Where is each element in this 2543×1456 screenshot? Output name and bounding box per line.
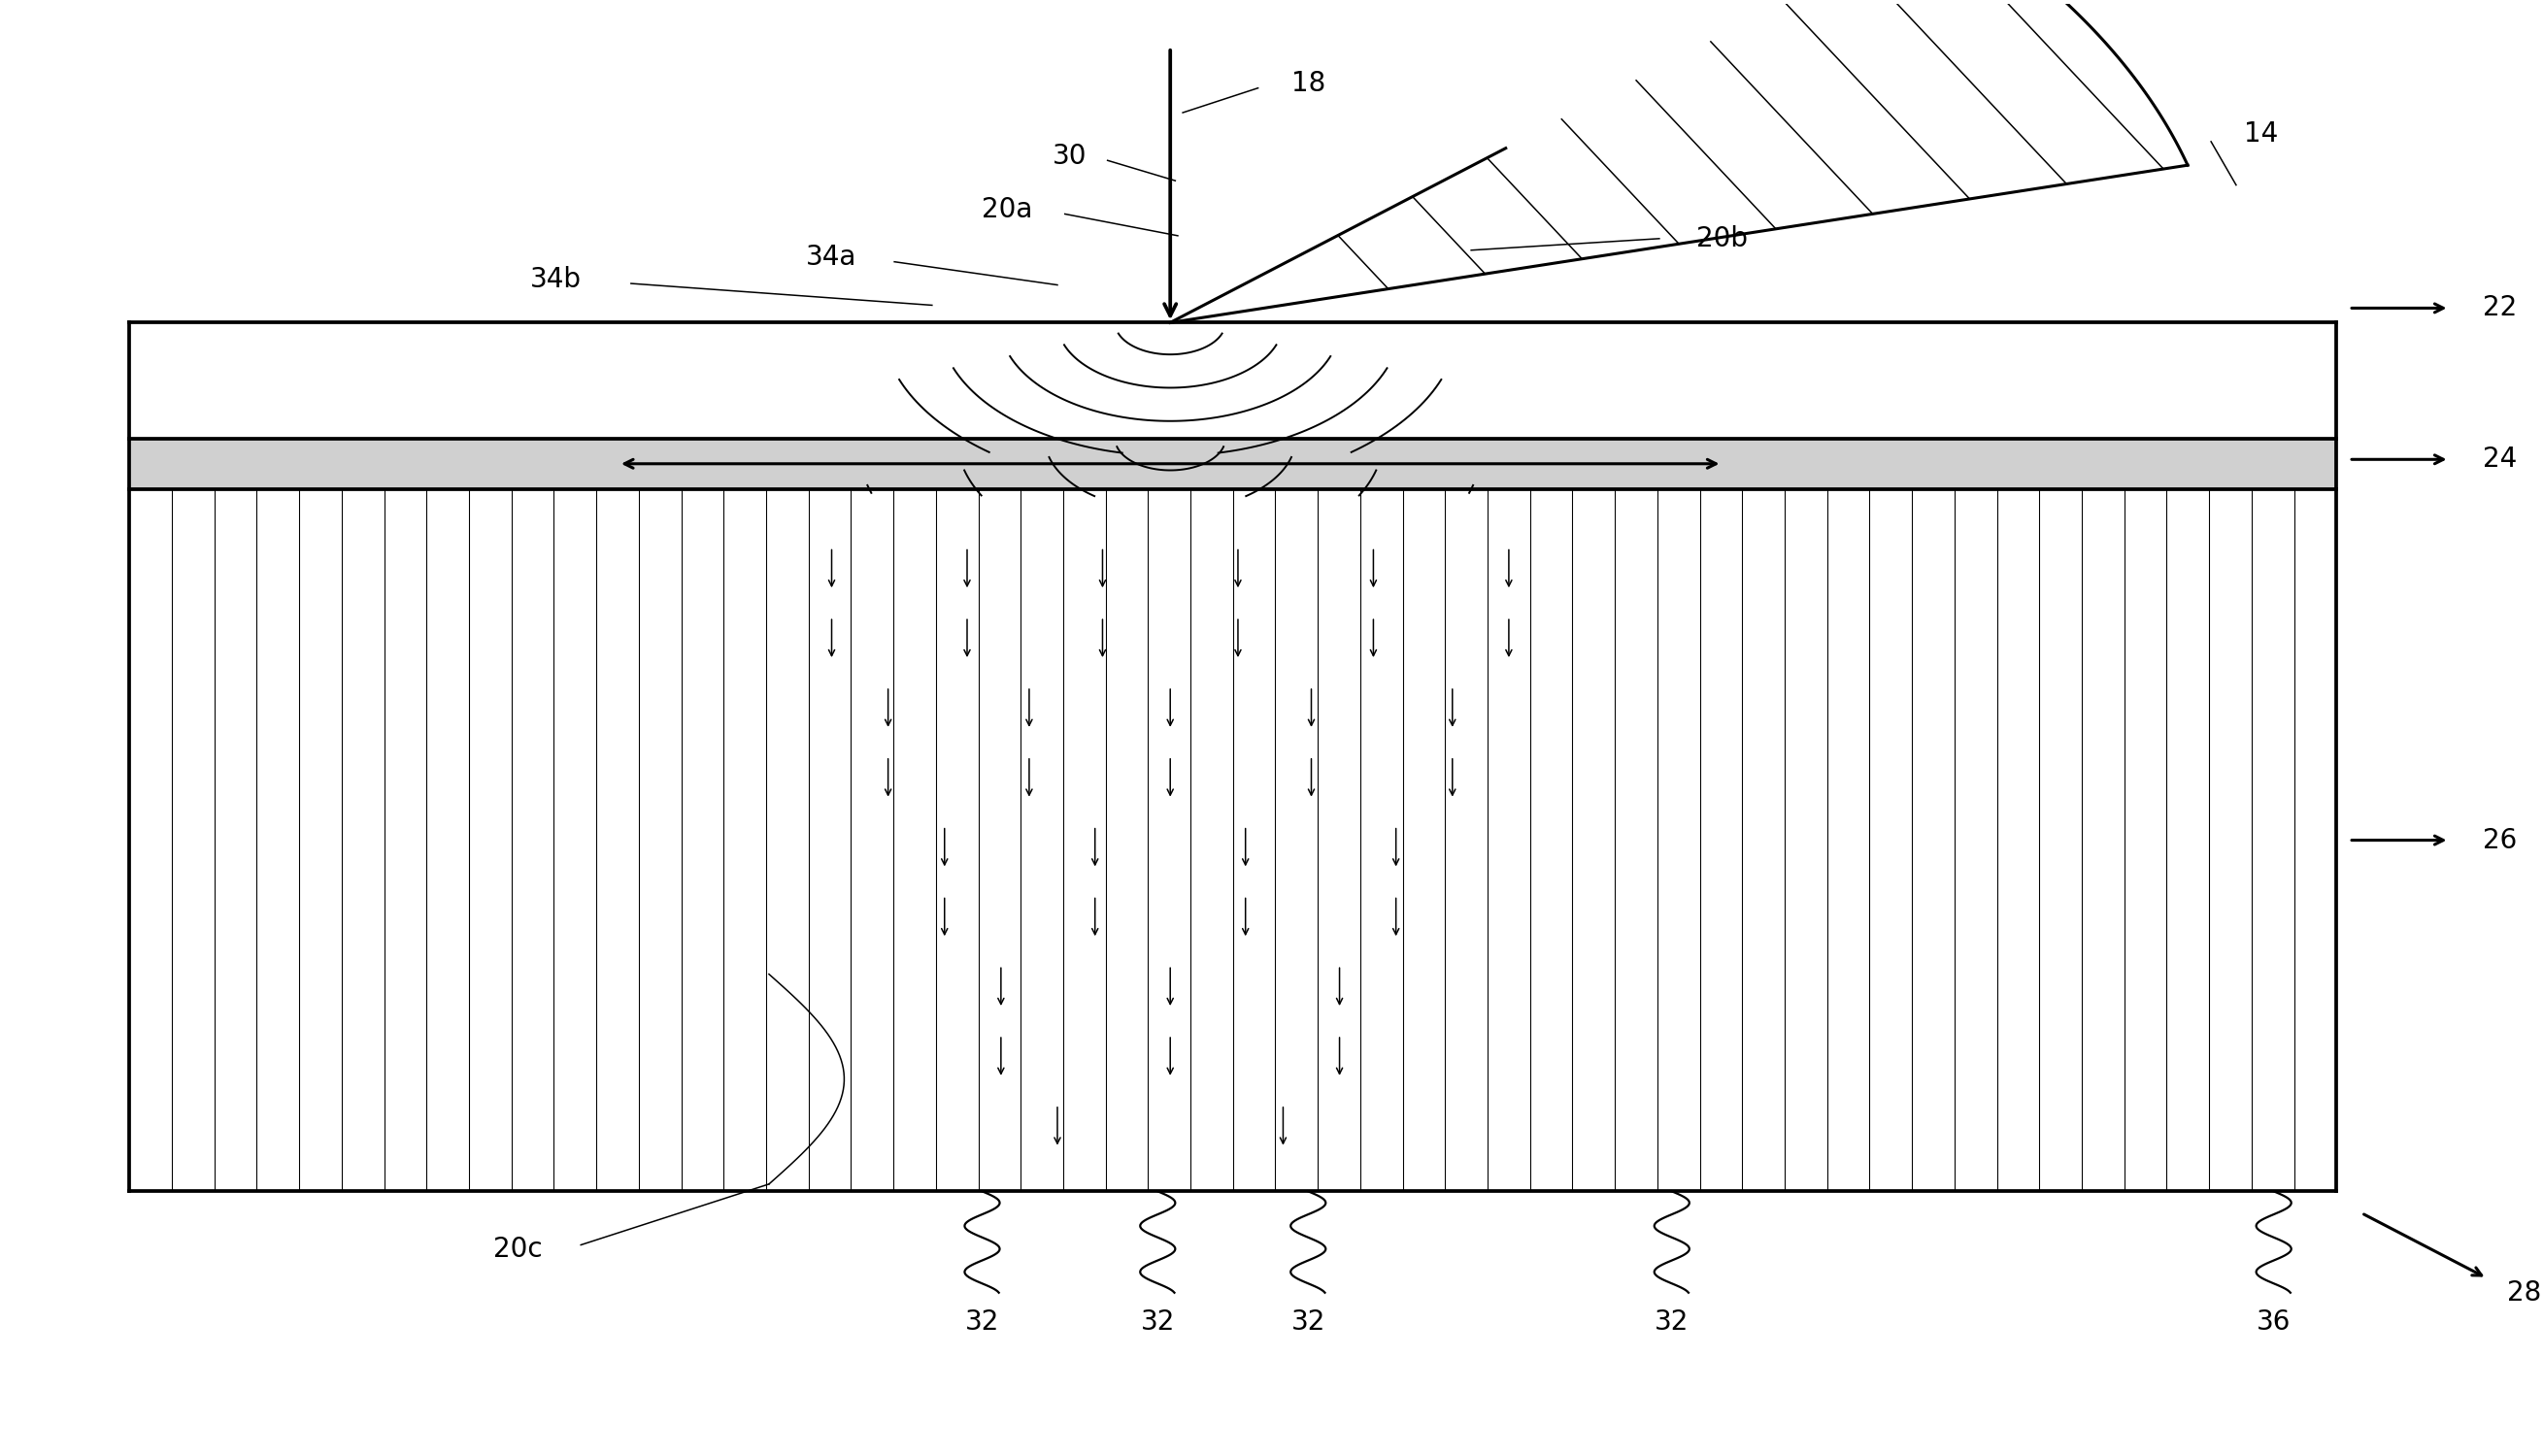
Text: 20b: 20b [1696, 226, 1747, 252]
Text: 24: 24 [2482, 446, 2518, 473]
Text: 36: 36 [2256, 1307, 2291, 1335]
Text: 26: 26 [2482, 827, 2518, 853]
Text: 20c: 20c [493, 1236, 542, 1262]
Text: 18: 18 [1292, 70, 1325, 98]
Text: 32: 32 [964, 1307, 999, 1335]
Text: 14: 14 [2243, 121, 2279, 149]
Text: 32: 32 [1139, 1307, 1175, 1335]
Text: 34a: 34a [806, 243, 857, 271]
Text: 32: 32 [1655, 1307, 1689, 1335]
Text: 32: 32 [1292, 1307, 1325, 1335]
Text: 20a: 20a [982, 197, 1032, 223]
Text: 30: 30 [1053, 143, 1088, 170]
Text: 34b: 34b [529, 265, 582, 293]
Text: 22: 22 [2482, 294, 2518, 322]
Text: 28: 28 [2507, 1280, 2540, 1306]
